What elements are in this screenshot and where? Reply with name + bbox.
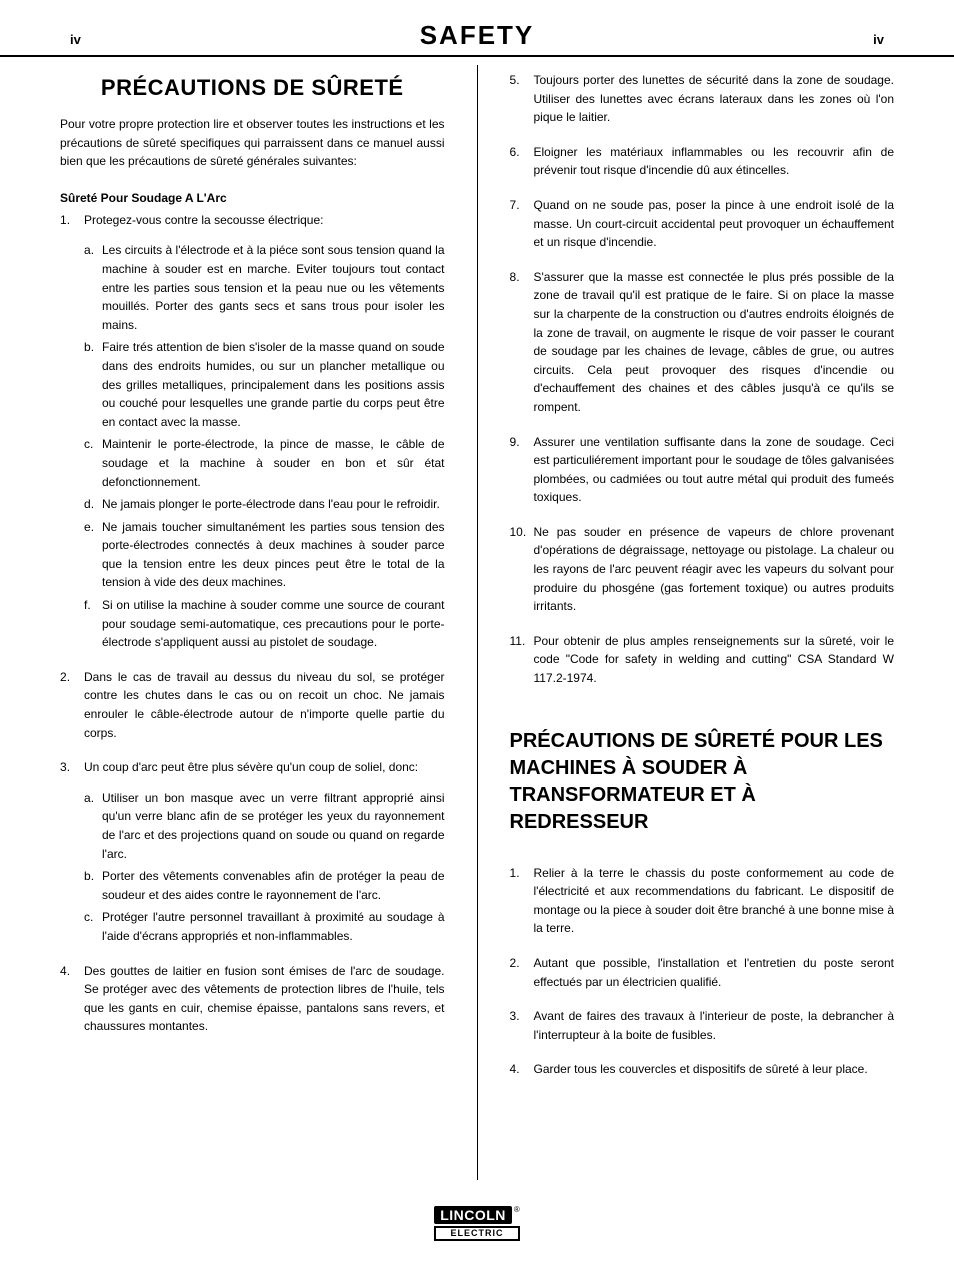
list-item: Toujours porter des lunettes de sécurité… [510,71,895,127]
sub-list: Utiliser un bon masque avec un verre fil… [84,789,445,946]
right-column: Toujours porter des lunettes de sécurité… [496,71,895,1180]
list-item: Protegez-vous contre la secousse électri… [60,211,445,652]
sub-list-item: Protéger l'autre personnel travaillant à… [84,908,445,945]
footer-logo: LINCOLN® ELECTRIC [0,1206,954,1241]
list-item: Relier à la terre le chassis du poste co… [510,864,895,938]
right-ordered-list: Toujours porter des lunettes de sécurité… [510,71,895,688]
list-item: Assurer une ventilation suffisante dans … [510,433,895,507]
list-item: Des gouttes de laitier en fusion sont ém… [60,962,445,1036]
list-item: Avant de faires des travaux à l'interieu… [510,1007,895,1044]
sub-list-item: Ne jamais plonger le porte-électrode dan… [84,495,445,514]
list-item: Ne pas souder en présence de vapeurs de … [510,523,895,616]
section-title-transformer: PRÉCAUTIONS DE SÛRETÉ POUR LES MACHINES … [510,728,895,836]
column-divider [477,65,478,1180]
page-number-left: iv [70,32,81,47]
sub-list-item: Faire trés attention de bien s'isoler de… [84,338,445,431]
list-item: Quand on ne soude pas, poser la pince à … [510,196,895,252]
subheading-arc: Sûreté Pour Soudage A L'Arc [60,191,445,205]
sub-list-item: Les circuits à l'électrode et à la piéce… [84,241,445,334]
list-item: Pour obtenir de plus amples renseignemen… [510,632,895,688]
list-item: Garder tous les couvercles et dispositif… [510,1060,895,1079]
list-item: Dans le cas de travail au dessus du nive… [60,668,445,742]
sub-list-item: Porter des vêtements convenables afin de… [84,867,445,904]
sub-list-item: Maintenir le porte-électrode, la pince d… [84,435,445,491]
right-ordered-list-2: Relier à la terre le chassis du poste co… [510,864,895,1079]
section-title-precautions: PRÉCAUTIONS DE SÛRETÉ [60,75,445,101]
page-number-right: iv [873,32,884,47]
sub-list: Les circuits à l'électrode et à la piéce… [84,241,445,651]
list-item: Autant que possible, l'installation et l… [510,954,895,991]
logo-sub-text: ELECTRIC [434,1226,520,1241]
left-ordered-list: Protegez-vous contre la secousse électri… [60,211,445,1036]
page-header: iv SAFETY iv [0,20,954,57]
sub-list-item: Si on utilise la machine à souder comme … [84,596,445,652]
list-item: Un coup d'arc peut être plus sévère qu'u… [60,758,445,945]
logo-registered-icon: ® [514,1205,520,1214]
list-item: S'assurer que la masse est connectée le … [510,268,895,417]
page-title: SAFETY [420,20,535,51]
logo-box: LINCOLN® ELECTRIC [434,1206,520,1241]
content-columns: PRÉCAUTIONS DE SÛRETÉ Pour votre propre … [0,71,954,1180]
left-column: PRÉCAUTIONS DE SÛRETÉ Pour votre propre … [60,71,459,1180]
sub-list-item: Utiliser un bon masque avec un verre fil… [84,789,445,863]
sub-list-item: Ne jamais toucher simultanément les part… [84,518,445,592]
list-item: Eloigner les matériaux inflammables ou l… [510,143,895,180]
intro-paragraph: Pour votre propre protection lire et obs… [60,115,445,171]
logo-main-text: LINCOLN [434,1206,512,1224]
